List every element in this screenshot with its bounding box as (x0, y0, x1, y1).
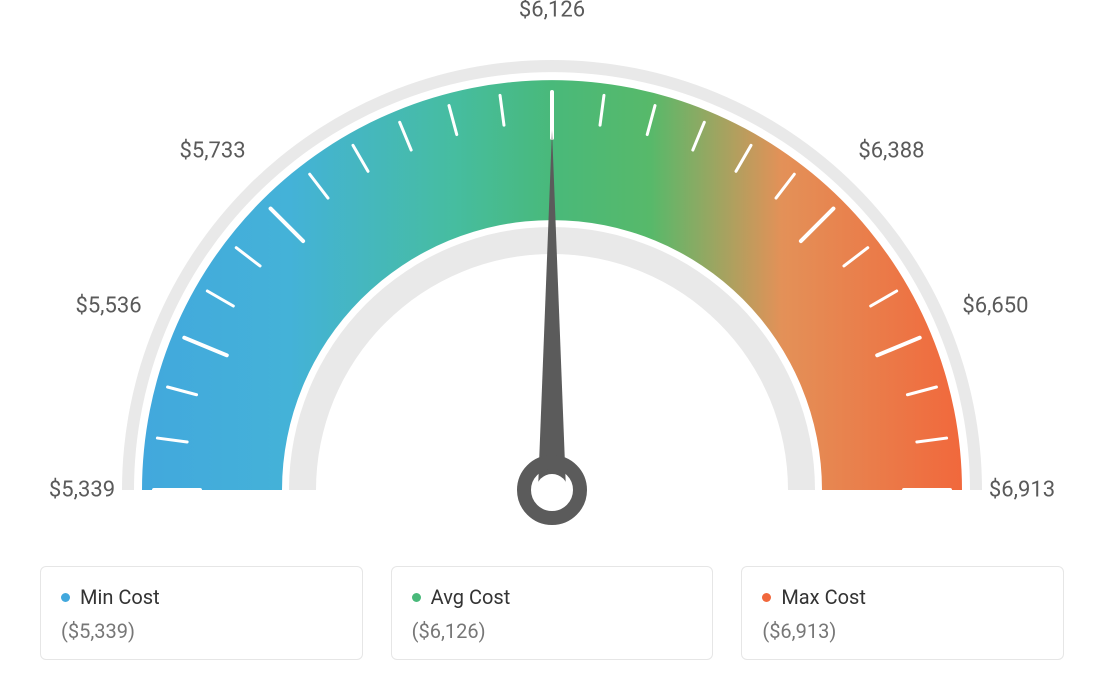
avg-cost-card: Avg Cost ($6,126) (391, 566, 714, 660)
min-cost-title-row: Min Cost (61, 585, 342, 609)
gauge-tick-label: $6,126 (519, 0, 585, 23)
cost-gauge-container: $5,339 $5,536 $5,733 $6,126 $6,388 $6,650 $6,9… (0, 0, 1104, 690)
min-cost-value: ($5,339) (61, 619, 342, 643)
gauge-tick-label: $5,536 (75, 294, 141, 319)
gauge-tick-label: $5,733 (180, 138, 246, 163)
max-cost-title-row: Max Cost (762, 585, 1043, 609)
gauge-tick-label: $5,339 (49, 478, 115, 503)
gauge-area: $5,339 $5,536 $5,733 $6,126 $6,388 $6,650 $6,9… (0, 0, 1104, 540)
gauge-tick-label: $6,650 (962, 294, 1028, 319)
max-cost-card: Max Cost ($6,913) (741, 566, 1064, 660)
summary-row: Min Cost ($5,339) Avg Cost ($6,126) Max … (40, 566, 1064, 660)
max-dot-icon (762, 593, 771, 602)
min-cost-title: Min Cost (80, 585, 160, 609)
gauge-tick-label: $6,388 (858, 138, 924, 163)
avg-cost-title-row: Avg Cost (412, 585, 693, 609)
gauge-svg (0, 0, 1104, 540)
gauge-tick-label: $6,913 (989, 478, 1055, 503)
min-dot-icon (61, 593, 70, 602)
max-cost-value: ($6,913) (762, 619, 1043, 643)
avg-cost-value: ($6,126) (412, 619, 693, 643)
avg-dot-icon (412, 593, 421, 602)
max-cost-title: Max Cost (781, 585, 866, 609)
min-cost-card: Min Cost ($5,339) (40, 566, 363, 660)
avg-cost-title: Avg Cost (431, 585, 511, 609)
